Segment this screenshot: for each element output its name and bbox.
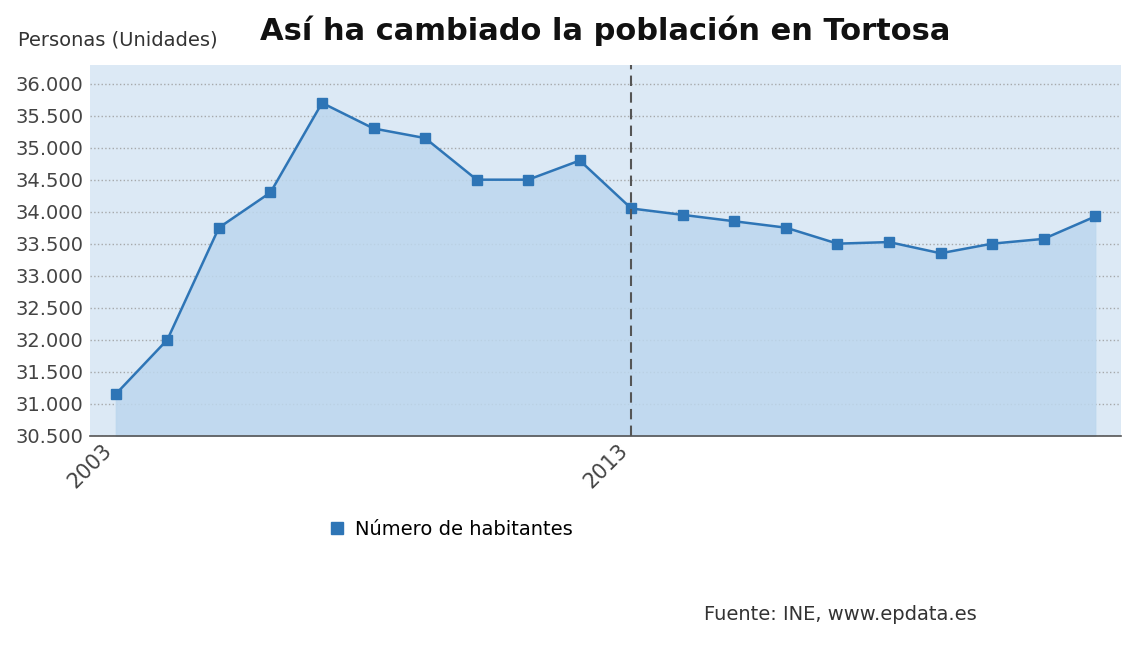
Text: Fuente: INE, www.epdata.es: Fuente: INE, www.epdata.es xyxy=(704,604,977,624)
Title: Así ha cambiado la población en Tortosa: Así ha cambiado la población en Tortosa xyxy=(260,15,951,46)
Legend: Número de habitantes: Número de habitantes xyxy=(321,512,580,547)
Text: Personas (Unidades): Personas (Unidades) xyxy=(18,31,217,49)
